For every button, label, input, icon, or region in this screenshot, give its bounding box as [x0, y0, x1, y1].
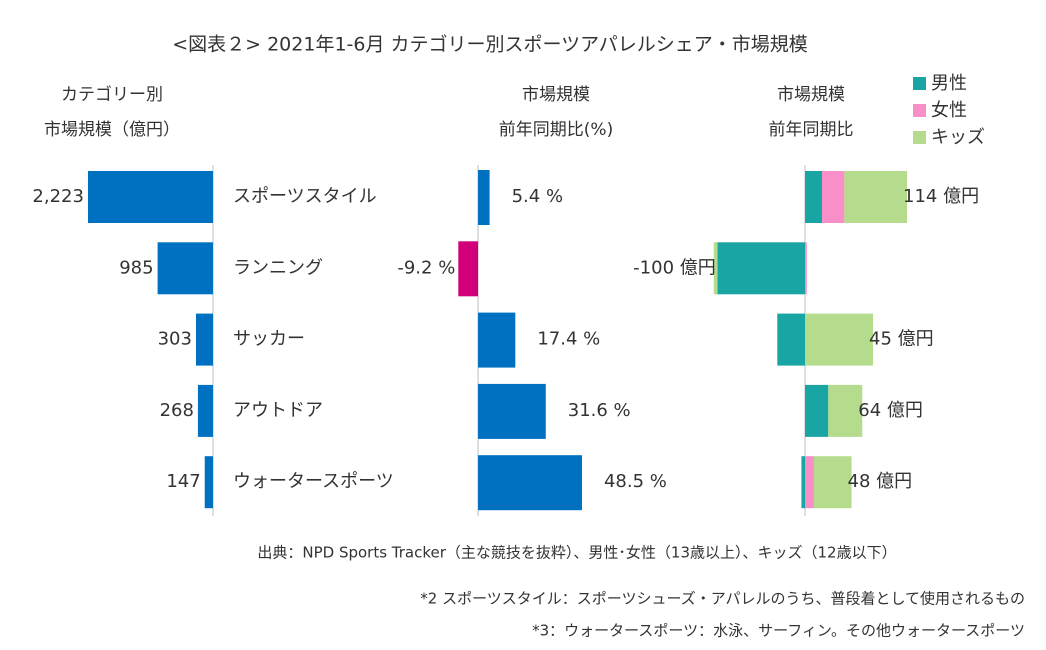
bar-segment	[822, 171, 845, 223]
total-label: -100 億円	[633, 257, 716, 278]
bar	[87, 171, 213, 223]
total-label: 48 億円	[848, 471, 913, 492]
value-label: -9.2 %	[397, 257, 455, 278]
value-label: 147	[166, 471, 200, 492]
value-label: 985	[119, 257, 153, 278]
panel-heading: 前年同期比(%)	[499, 120, 613, 140]
legend-label: キッズ	[931, 127, 985, 148]
legend-swatch	[913, 131, 926, 144]
category-label: ウォータースポーツ	[233, 471, 394, 492]
category-label: サッカー	[233, 329, 305, 350]
total-label: 45 億円	[869, 329, 934, 350]
legend-label: 女性	[931, 100, 967, 121]
panel-heading: 前年同期比	[769, 120, 854, 140]
footnote: 出典：NPD Sports Tracker（主な競技を抜粋）、男性･女性（13歳…	[257, 544, 896, 562]
bar-segment	[813, 456, 852, 509]
legend-swatch	[913, 77, 926, 90]
bar	[478, 170, 490, 225]
value-label: 303	[158, 329, 192, 350]
value-label: 2,223	[32, 186, 84, 207]
legend-swatch	[913, 104, 926, 117]
total-label: 64 億円	[858, 400, 923, 421]
bar-segment	[805, 313, 874, 366]
bar	[478, 383, 546, 439]
bar	[204, 456, 213, 509]
bar-segment	[805, 456, 814, 509]
bar	[458, 241, 479, 297]
value-label: 5.4 %	[512, 186, 563, 207]
bar	[195, 313, 213, 366]
bar-segment	[805, 242, 807, 295]
chart-title: <図表２> 2021年1-6月 カテゴリー別スポーツアパレルシェア・市場規模	[172, 34, 808, 56]
bar-segment	[828, 384, 863, 437]
value-label: 48.5 %	[604, 471, 667, 492]
value-label: 17.4 %	[537, 329, 600, 350]
bar-segment	[717, 242, 806, 295]
bar-segment	[713, 242, 718, 295]
panel-heading: 市場規模（億円）	[44, 120, 180, 140]
category-label: スポーツスタイル	[233, 186, 377, 207]
bar	[478, 312, 516, 368]
panel-heading: カテゴリー別	[61, 84, 163, 105]
category-label: アウトドア	[233, 400, 323, 421]
panel-heading: 市場規模	[522, 85, 590, 105]
bar	[157, 242, 213, 295]
category-label: ランニング	[233, 257, 323, 278]
bar-segment	[805, 171, 823, 223]
panel-heading: 市場規模	[777, 85, 845, 105]
bar-segment	[801, 456, 806, 509]
bar	[197, 384, 213, 437]
legend-label: 男性	[931, 73, 967, 94]
bar-segment	[844, 171, 908, 223]
value-label: 31.6 %	[568, 400, 631, 421]
total-label: 114 億円	[903, 186, 979, 207]
footnote: *2 スポーツスタイル：スポーツシューズ・アパレルのうち、普段着として使用される…	[420, 590, 1025, 608]
bar	[478, 455, 582, 511]
bar-segment	[805, 384, 829, 437]
bar-segment	[777, 313, 806, 366]
footnote: *3：ウォータースポーツ：水泳、サーフィン。その他ウォータースポーツ	[532, 622, 1025, 640]
value-label: 268	[160, 400, 194, 421]
